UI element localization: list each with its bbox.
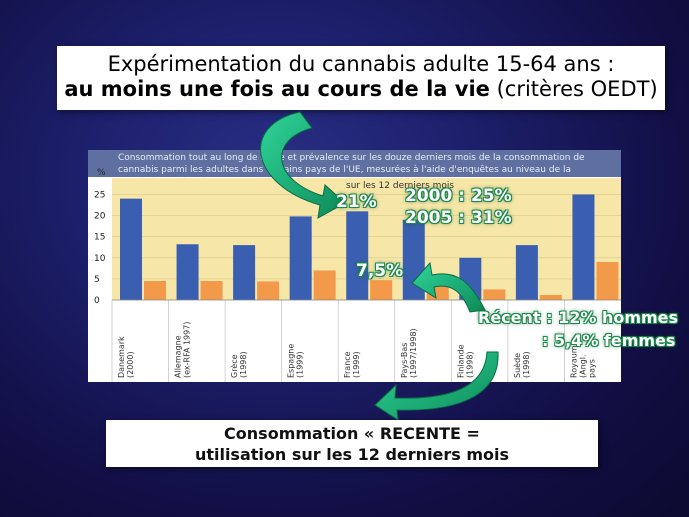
bar [426, 278, 449, 300]
chart-panel: Consommation tout au long de la vie et p… [88, 150, 621, 382]
callout-france-recent: 7,5% [356, 261, 404, 281]
bar [144, 281, 166, 300]
title-line2-rest: (critères OEDT) [489, 77, 658, 101]
title-line2: au moins une fois au cours de la vie (cr… [57, 76, 665, 102]
category-label-area [112, 300, 621, 382]
bar [346, 211, 369, 300]
bar [515, 245, 538, 300]
callout-year-2000: 2000 : 25% [405, 186, 512, 206]
title-line1: Expérimentation du cannabis adulte 15-64… [107, 52, 615, 76]
bar [120, 198, 142, 300]
x-tick-label: France(1999) [343, 351, 361, 378]
y-axis-label: % [97, 168, 106, 178]
y-tick-label: 0 [94, 296, 100, 306]
bar [370, 280, 393, 300]
bottom-line1: Consommation « RECENTE = [224, 424, 480, 443]
y-tick-label: 25 [94, 190, 105, 200]
y-tick-label: 10 [94, 254, 106, 264]
title-box: Expérimentation du cannabis adulte 15-64… [57, 46, 665, 110]
x-tick-label: Allemagne(ex-RFA 1997) [174, 322, 192, 378]
bottom-line2: utilisation sur les 12 derniers mois [194, 445, 510, 464]
x-tick-label: Espagne(1999) [287, 344, 305, 378]
x-tick-label: Pays-Bas(1997/1998) [400, 328, 418, 378]
title-line2-bold: au moins une fois au cours de la vie [64, 77, 490, 101]
bar [596, 262, 619, 300]
callout-france-lifetime: 21% [336, 192, 377, 212]
x-tick-label: Danemark(2000) [117, 336, 135, 378]
bar [200, 281, 223, 300]
bar [313, 270, 336, 300]
y-tick-label: 5 [94, 275, 100, 285]
bar [459, 257, 482, 300]
bottom-box: Consommation « RECENTE = utilisation sur… [106, 420, 598, 467]
x-tick-label: Grèce(1998) [229, 351, 248, 378]
x-tick-label: Royaume(Angl.pays [569, 340, 596, 378]
bar [289, 216, 312, 300]
x-tick-label: Finlande(1998) [456, 344, 474, 378]
bar [257, 281, 280, 300]
bar [572, 194, 595, 300]
chart-subtitle: sur les 12 derniers mois [346, 181, 455, 191]
bar [176, 244, 199, 300]
bar [402, 219, 425, 300]
bar [539, 294, 562, 300]
bar [483, 289, 506, 300]
callout-recent-men: Récent : 12% hommes [478, 308, 679, 327]
y-tick-label: 15 [94, 233, 105, 243]
x-tick-label: Suède(1998) [512, 351, 531, 378]
callout-recent-women: : 5,4% femmes [542, 331, 676, 350]
bar [233, 245, 256, 300]
callout-year-2005: 2005 : 31% [405, 208, 512, 228]
bar-chart: % 0 5 10 15 20 25 Danemark(2000) Allemagne(ex-RF… [94, 168, 621, 382]
y-tick-label: 20 [94, 212, 106, 222]
